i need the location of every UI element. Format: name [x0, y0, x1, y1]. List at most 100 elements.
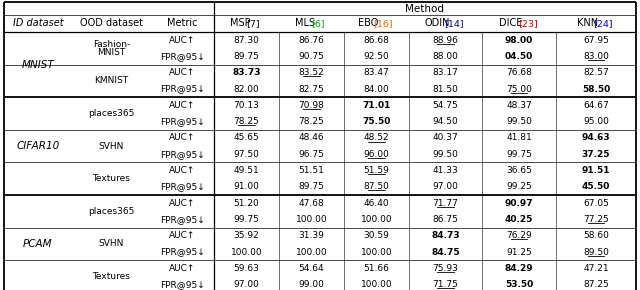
Text: 58.50: 58.50 — [582, 85, 610, 94]
Text: 70.13: 70.13 — [234, 101, 259, 110]
Text: 30.59: 30.59 — [364, 231, 389, 240]
Text: 90.97: 90.97 — [505, 199, 533, 208]
Text: 77.25: 77.25 — [583, 215, 609, 224]
Text: KMNIST: KMNIST — [95, 76, 129, 85]
Text: ID dataset: ID dataset — [13, 19, 63, 28]
Text: OOD dataset: OOD dataset — [80, 19, 143, 28]
Text: 41.81: 41.81 — [506, 133, 532, 142]
Text: 35.92: 35.92 — [234, 231, 259, 240]
Text: 90.75: 90.75 — [299, 52, 324, 61]
Text: 99.00: 99.00 — [299, 280, 324, 289]
Text: 83.73: 83.73 — [232, 68, 260, 77]
Text: EBO: EBO — [358, 19, 379, 28]
Text: FPR@95↓: FPR@95↓ — [160, 150, 205, 159]
Text: 89.75: 89.75 — [234, 52, 259, 61]
Text: CIFAR10: CIFAR10 — [17, 141, 60, 151]
Text: 83.00: 83.00 — [583, 52, 609, 61]
Text: AUC↑: AUC↑ — [170, 166, 196, 175]
Text: 71.77: 71.77 — [433, 199, 458, 208]
Text: 99.75: 99.75 — [234, 215, 259, 224]
Text: [7]: [7] — [246, 19, 260, 28]
Text: 71.75: 71.75 — [433, 280, 458, 289]
Text: 86.75: 86.75 — [433, 215, 458, 224]
Text: 81.50: 81.50 — [433, 85, 458, 94]
Text: 64.67: 64.67 — [583, 101, 609, 110]
Text: 45.65: 45.65 — [234, 133, 259, 142]
Text: 78.25: 78.25 — [299, 117, 324, 126]
Text: AUC↑: AUC↑ — [170, 264, 196, 273]
Text: 51.59: 51.59 — [364, 166, 389, 175]
Text: 87.30: 87.30 — [234, 36, 259, 45]
Text: 40.37: 40.37 — [433, 133, 458, 142]
Text: Textures: Textures — [93, 272, 131, 281]
Text: 91.00: 91.00 — [234, 182, 259, 191]
Text: 99.50: 99.50 — [433, 150, 458, 159]
Text: AUC↑: AUC↑ — [170, 36, 196, 45]
Text: 75.50: 75.50 — [362, 117, 390, 126]
Text: 51.20: 51.20 — [234, 199, 259, 208]
Text: [24]: [24] — [593, 19, 612, 28]
Text: AUC↑: AUC↑ — [170, 231, 196, 240]
Text: 41.33: 41.33 — [433, 166, 458, 175]
Text: 49.51: 49.51 — [234, 166, 259, 175]
Text: FPR@95↓: FPR@95↓ — [160, 280, 205, 289]
Text: FPR@95↓: FPR@95↓ — [160, 248, 205, 257]
Text: FPR@95↓: FPR@95↓ — [160, 182, 205, 191]
Text: [23]: [23] — [518, 19, 538, 28]
Text: 40.25: 40.25 — [505, 215, 533, 224]
Text: 31.39: 31.39 — [299, 231, 324, 240]
Text: 83.52: 83.52 — [299, 68, 324, 77]
Text: 98.00: 98.00 — [505, 36, 533, 45]
Text: 88.00: 88.00 — [433, 52, 458, 61]
Text: 82.75: 82.75 — [299, 85, 324, 94]
Text: [14]: [14] — [444, 19, 464, 28]
Text: 84.75: 84.75 — [431, 248, 460, 257]
Text: 51.51: 51.51 — [299, 166, 324, 175]
Text: AUC↑: AUC↑ — [170, 68, 196, 77]
Text: 86.68: 86.68 — [364, 36, 389, 45]
Text: 54.75: 54.75 — [433, 101, 458, 110]
Text: 100.00: 100.00 — [361, 215, 392, 224]
Text: 100.00: 100.00 — [230, 248, 262, 257]
Text: ODIN: ODIN — [425, 19, 450, 28]
Text: 99.50: 99.50 — [506, 117, 532, 126]
Text: 58.60: 58.60 — [583, 231, 609, 240]
Text: places365: places365 — [88, 109, 134, 118]
Text: 71.01: 71.01 — [362, 101, 390, 110]
Text: Method: Method — [406, 3, 445, 14]
Text: 75.93: 75.93 — [433, 264, 458, 273]
Text: MNIST: MNIST — [97, 48, 125, 57]
Text: 84.73: 84.73 — [431, 231, 460, 240]
Text: 84.29: 84.29 — [505, 264, 533, 273]
Text: 54.64: 54.64 — [299, 264, 324, 273]
Text: KNN: KNN — [577, 19, 598, 28]
Text: FPR@95↓: FPR@95↓ — [160, 52, 205, 61]
Text: 97.50: 97.50 — [234, 150, 259, 159]
Text: 89.75: 89.75 — [299, 182, 324, 191]
Text: 82.00: 82.00 — [234, 85, 259, 94]
Text: 78.25: 78.25 — [234, 117, 259, 126]
Text: 70.98: 70.98 — [299, 101, 324, 110]
Text: 100.00: 100.00 — [296, 215, 327, 224]
Text: 91.25: 91.25 — [506, 248, 532, 257]
Text: 51.66: 51.66 — [364, 264, 389, 273]
Text: 94.50: 94.50 — [433, 117, 458, 126]
Text: 94.63: 94.63 — [582, 133, 611, 142]
Text: 83.47: 83.47 — [364, 68, 389, 77]
Text: MSP: MSP — [230, 19, 250, 28]
Text: SVHN: SVHN — [99, 142, 124, 151]
Text: 100.00: 100.00 — [361, 248, 392, 257]
Text: Fashion-: Fashion- — [93, 40, 130, 49]
Text: 97.00: 97.00 — [433, 182, 458, 191]
Text: 59.63: 59.63 — [234, 264, 259, 273]
Text: AUC↑: AUC↑ — [170, 133, 196, 142]
Text: 48.46: 48.46 — [299, 133, 324, 142]
Text: SVHN: SVHN — [99, 240, 124, 249]
Text: 67.05: 67.05 — [583, 199, 609, 208]
Text: 92.50: 92.50 — [364, 52, 389, 61]
Text: 48.52: 48.52 — [364, 133, 389, 142]
Text: 82.57: 82.57 — [583, 68, 609, 77]
Text: MLS: MLS — [295, 19, 316, 28]
Text: 87.50: 87.50 — [364, 182, 389, 191]
Text: 99.25: 99.25 — [506, 182, 532, 191]
